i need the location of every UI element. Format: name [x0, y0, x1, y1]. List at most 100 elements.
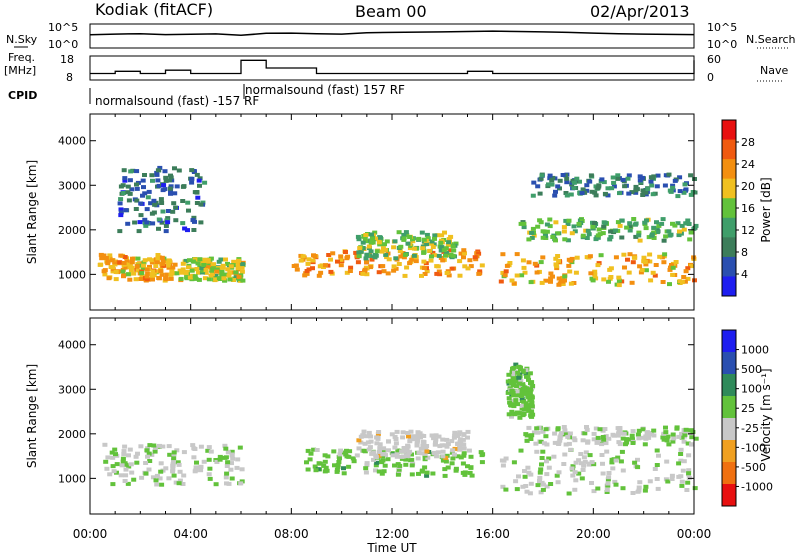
- heatmap-cell: [237, 277, 243, 282]
- heatmap-cell: [438, 248, 444, 253]
- heatmap-cell: [632, 460, 638, 465]
- heatmap-cell: [655, 486, 661, 491]
- heatmap-cell: [521, 225, 527, 230]
- heatmap-cell: [555, 480, 561, 485]
- heatmap-cell: [145, 195, 151, 200]
- heatmap-cell: [196, 277, 202, 282]
- heatmap-cell: [425, 455, 431, 460]
- heatmap-cell: [590, 224, 596, 229]
- heatmap-cell: [190, 259, 196, 264]
- heatmap-cell: [561, 229, 567, 234]
- heatmap-cell: [571, 224, 577, 229]
- heatmap-cell: [396, 262, 402, 266]
- heatmap-cell: [240, 278, 246, 283]
- heatmap-cell: [165, 220, 171, 225]
- heatmap-cell: [505, 379, 511, 384]
- heatmap-cell: [500, 484, 506, 489]
- heatmap-cell: [127, 265, 133, 269]
- heatmap-cell: [169, 269, 175, 274]
- heatmap-cell: [530, 226, 536, 231]
- heatmap-cell: [430, 250, 436, 255]
- heatmap-cell: [635, 432, 641, 437]
- heatmap-cell: [678, 458, 684, 463]
- heatmap-cell: [605, 477, 611, 482]
- heatmap-cell: [617, 223, 623, 228]
- heatmap-cell: [149, 173, 155, 178]
- beam-label: Beam 00: [355, 2, 427, 21]
- heatmap-cell: [437, 444, 443, 449]
- heatmap-cell: [607, 267, 613, 272]
- heatmap-cell: [523, 432, 529, 437]
- heatmap-cell: [207, 466, 213, 471]
- heatmap-cell: [415, 434, 421, 439]
- heatmap-cell: [562, 237, 568, 242]
- heatmap-cell: [528, 280, 534, 285]
- heatmap-cell: [627, 224, 633, 228]
- heatmap-cell: [519, 396, 525, 401]
- heatmap-cell: [572, 229, 578, 234]
- heatmap-cell: [677, 229, 682, 234]
- heatmap-cell: [239, 467, 245, 472]
- heatmap-cell: [517, 383, 523, 388]
- heatmap-cell: [144, 207, 150, 212]
- heatmap-cell: [198, 220, 204, 225]
- heatmap-cell: [323, 263, 328, 268]
- heatmap-cell: [675, 221, 681, 226]
- heatmap-cell: [604, 449, 610, 454]
- heatmap-cell: [416, 450, 422, 455]
- heatmap-cell: [603, 220, 609, 225]
- heatmap-cell: [538, 260, 544, 265]
- heatmap-cell: [160, 209, 166, 214]
- heatmap-cell: [101, 253, 107, 258]
- heatmap-cell: [180, 267, 186, 272]
- heatmap-cell: [579, 219, 585, 223]
- heatmap-cell: [145, 454, 150, 459]
- heatmap-cell: [570, 464, 576, 469]
- heatmap-cell: [457, 444, 463, 449]
- heatmap-cell: [106, 276, 112, 281]
- heatmap-cell: [457, 273, 463, 278]
- heatmap-cell: [677, 175, 683, 180]
- heatmap-cell: [466, 448, 472, 453]
- colorbar-frame: [721, 329, 737, 507]
- heatmap-cell: [401, 446, 407, 450]
- heatmap-cell: [661, 437, 667, 442]
- heatmap-cell: [238, 481, 244, 486]
- heatmap-cell: [584, 183, 590, 188]
- heatmap-cell: [431, 242, 437, 247]
- heatmap-cell: [134, 264, 140, 269]
- heatmap-cell: [689, 264, 694, 269]
- heatmap-cell: [142, 258, 148, 263]
- heatmap-cell: [146, 467, 152, 472]
- heatmap-cell: [194, 201, 200, 205]
- heatmap-cell: [461, 248, 467, 253]
- heatmap-cell: [580, 187, 586, 192]
- heatmap-cell: [190, 443, 196, 448]
- heatmap-cell: [566, 218, 572, 223]
- heatmap-cell: [355, 234, 361, 239]
- heatmap-cell: [663, 234, 669, 239]
- heatmap-cell: [446, 237, 452, 242]
- heatmap-cell: [341, 471, 347, 476]
- heatmap-cell: [572, 487, 578, 492]
- heatmap-cell: [656, 453, 661, 458]
- heatmap-cell: [217, 454, 223, 459]
- heatmap-cell: [180, 261, 186, 266]
- heatmap-cell: [394, 454, 400, 459]
- heatmap-cell: [567, 269, 573, 274]
- heatmap-cell: [503, 487, 509, 492]
- heatmap-cell: [596, 183, 602, 188]
- heatmap-cell: [205, 448, 211, 453]
- heatmap-cell: [121, 449, 127, 454]
- heatmap-cell: [468, 454, 474, 459]
- heatmap-cell: [527, 391, 533, 395]
- heatmap-cell: [112, 447, 118, 452]
- heatmap-cell: [633, 190, 639, 195]
- heatmap-cell: [531, 233, 537, 238]
- heatmap-cell: [216, 259, 222, 264]
- heatmap-cell: [138, 444, 144, 449]
- heatmap-cell: [629, 433, 635, 438]
- heatmap-cell: [556, 282, 562, 287]
- heatmap-cell: [509, 278, 515, 283]
- heatmap-cell: [434, 264, 440, 269]
